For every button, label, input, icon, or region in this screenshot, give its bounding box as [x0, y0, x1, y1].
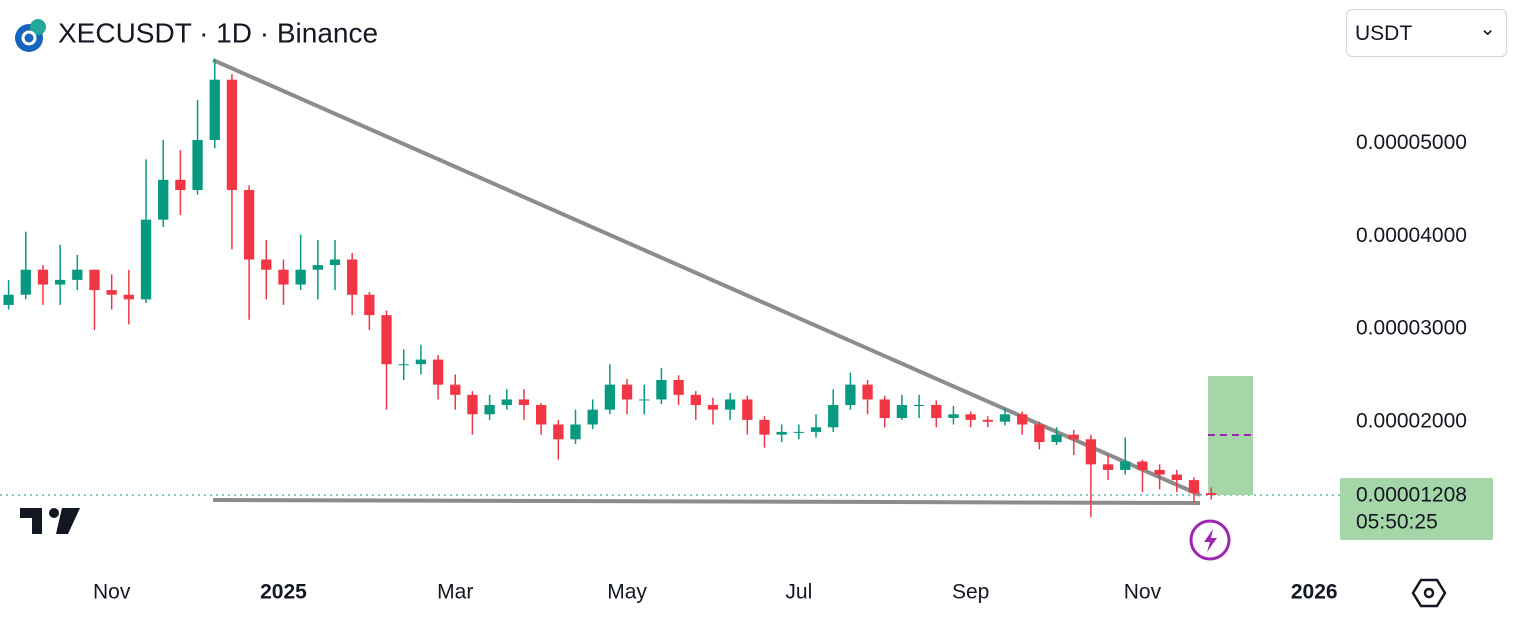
trend-line — [212, 58, 1201, 497]
candles — [3, 59, 1217, 518]
x-tick-label: Sep — [952, 581, 989, 604]
candle-body — [1188, 480, 1200, 494]
candle-body — [243, 190, 255, 260]
candle-body — [587, 409, 598, 425]
candle-body — [1154, 469, 1165, 475]
candle-body — [484, 405, 495, 415]
candle-body — [467, 394, 478, 415]
x-tick-label: Jul — [785, 581, 812, 604]
candle-body — [793, 431, 804, 433]
candle-body — [776, 431, 787, 435]
candle-body — [123, 294, 134, 300]
candle-body — [742, 399, 753, 420]
alert-icon[interactable] — [1189, 519, 1231, 561]
candle-body — [639, 399, 650, 401]
candle-body — [845, 384, 856, 406]
support-line — [212, 498, 1201, 505]
candle-body — [656, 380, 667, 400]
candle-body — [724, 399, 736, 410]
candle-body — [553, 424, 564, 440]
candle-body — [965, 414, 976, 420]
candle-body — [381, 315, 392, 365]
candle-body — [501, 399, 512, 406]
candle-body — [1034, 424, 1045, 443]
candle-body — [312, 265, 323, 270]
candle-body — [690, 394, 701, 406]
candle-body — [329, 259, 341, 266]
y-tick-label: 0.00004000 — [1356, 224, 1467, 247]
candle-body — [1085, 439, 1097, 465]
candle-body — [226, 79, 238, 190]
x-tick-label: May — [607, 581, 647, 604]
countdown: 05:50:25 — [1356, 511, 1438, 534]
last-price-label: 0.00001208 — [1356, 484, 1467, 507]
candle-body — [828, 405, 839, 428]
candle-body — [896, 405, 908, 418]
candle-body — [570, 424, 581, 440]
y-tick-label: 0.00003000 — [1356, 317, 1467, 340]
candle-body — [810, 427, 822, 432]
candle-body — [261, 259, 272, 270]
candle-body — [3, 294, 14, 305]
candle-body — [89, 269, 100, 291]
x-tick-label: Mar — [437, 581, 473, 604]
candle-body — [20, 269, 31, 295]
candle-body — [862, 384, 873, 400]
candle-body — [879, 399, 890, 418]
symbol-logo — [15, 19, 46, 52]
candle-body — [707, 405, 719, 410]
candle-body — [673, 380, 684, 395]
candle-body — [398, 364, 409, 366]
x-tick-label: Nov — [93, 581, 131, 604]
x-tick-label: 2026 — [1291, 581, 1338, 604]
y-tick-label: 0.00002000 — [1356, 409, 1467, 432]
last-price-box — [1340, 478, 1493, 540]
candle-body — [347, 259, 358, 295]
candle-body — [1137, 461, 1148, 470]
candle-body — [140, 219, 152, 300]
candle-body — [450, 384, 461, 395]
settings-icon[interactable] — [1411, 578, 1447, 608]
candle-body — [1017, 414, 1028, 425]
candle-body — [175, 179, 186, 190]
x-tick-label: 2025 — [260, 581, 307, 604]
candle-body — [913, 405, 925, 407]
candle-body — [518, 399, 530, 406]
y-tick-label: 0.00005000 — [1356, 131, 1467, 154]
candle-body — [948, 414, 959, 418]
candle-body — [364, 294, 375, 316]
candle-body — [1171, 474, 1182, 481]
candle-body — [621, 384, 633, 400]
candle-body — [759, 419, 770, 435]
candle-body — [931, 405, 942, 418]
tv-logo — [20, 508, 80, 534]
candle-body — [72, 269, 83, 280]
candle-body — [158, 179, 169, 220]
candle-body — [415, 359, 427, 365]
candle-body — [1051, 434, 1062, 443]
candle-body — [278, 269, 289, 285]
candle-body — [209, 79, 220, 140]
candle-body — [982, 419, 993, 422]
candle-body — [604, 384, 616, 410]
x-tick-label: Nov — [1124, 581, 1162, 604]
candle-body — [1120, 461, 1131, 470]
candle-body — [106, 290, 117, 295]
candle-body — [1102, 464, 1114, 470]
currency-select[interactable]: USDT — [1346, 9, 1507, 57]
chart-title: XECUSDT · 1D · Binance — [58, 17, 378, 48]
candle-body — [192, 139, 203, 190]
candle-body — [999, 414, 1011, 422]
candle-body — [536, 405, 547, 425]
candle-body — [54, 279, 66, 285]
candle-body — [295, 269, 306, 285]
candle-body — [432, 359, 444, 385]
candle-body — [37, 269, 49, 285]
candle-body — [1068, 434, 1079, 440]
candle-body — [1206, 493, 1217, 496]
